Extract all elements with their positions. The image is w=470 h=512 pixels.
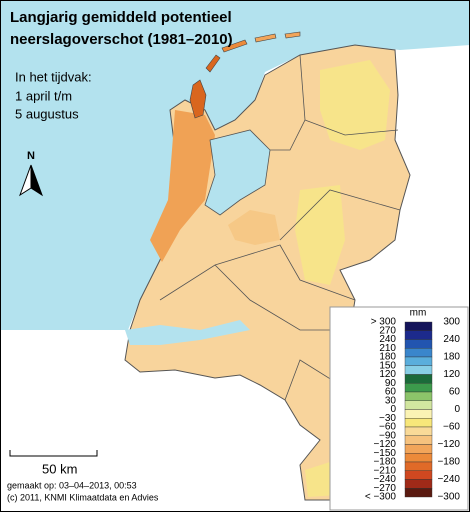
legend-label: −270 (373, 483, 396, 494)
island (205, 54, 221, 73)
delta-water (125, 320, 250, 345)
color-swatch (404, 330, 433, 340)
color-swatch (404, 479, 433, 489)
legend-unit: mm (410, 308, 427, 319)
color-swatch (404, 391, 433, 401)
footer: (c) 2011, KNMI Klimaatdata en Advies (7, 492, 159, 502)
island (221, 39, 248, 53)
legend-label: < −300 (365, 492, 397, 503)
title: Langjarig gemiddeld potentieel (10, 9, 232, 26)
legend-label: 180 (379, 352, 396, 363)
color-swatch (404, 418, 433, 428)
color-swatch (404, 470, 433, 480)
legend-label: −180 (437, 457, 460, 468)
title: neerslagoverschot (1981–2010) (10, 31, 233, 48)
footer: gemaakt op: 03–04–2013, 00:53 (7, 480, 137, 490)
color-swatch (404, 383, 433, 393)
color-swatch (404, 409, 433, 419)
dry-zone (295, 185, 345, 285)
legend-box (329, 306, 469, 511)
legend-label: −300 (437, 492, 460, 503)
legend-label: 30 (385, 395, 397, 406)
legend-label: 120 (443, 369, 460, 380)
color-swatch (404, 444, 433, 454)
color-swatch (404, 365, 433, 375)
color-swatch (404, 339, 433, 349)
color-swatch (404, 400, 433, 410)
north-arrow (30, 164, 43, 197)
color-swatch (404, 426, 433, 436)
legend-label: 270 (379, 325, 396, 336)
period: 5 augustus (15, 106, 79, 121)
coastal-zone (150, 110, 215, 262)
legend-label: 0 (390, 404, 396, 415)
legend-label: −210 (373, 465, 396, 476)
legend-label: 210 (379, 343, 396, 354)
legend-label: −30 (379, 413, 396, 424)
legend-label: −240 (373, 474, 396, 485)
legend-label: −120 (373, 439, 396, 450)
ijsselmeer (204, 129, 271, 216)
legend-label: 120 (379, 369, 396, 380)
flevoland (228, 210, 280, 245)
legend-label: 300 (443, 317, 460, 328)
legend-label: 240 (443, 334, 460, 345)
color-swatch (404, 461, 433, 471)
legend-label: 240 (379, 334, 396, 345)
sea (0, 0, 470, 330)
legend-label: −240 (437, 474, 460, 485)
legend-label: 90 (385, 378, 397, 389)
color-swatch (404, 321, 433, 331)
legend-label: 180 (443, 352, 460, 363)
color-swatch (404, 435, 433, 445)
north-label: N (27, 150, 35, 162)
period: 1 april t/m (15, 88, 72, 103)
legend-label: 60 (449, 387, 461, 398)
legend-label: −60 (443, 422, 460, 433)
color-swatch (404, 348, 433, 358)
legend-label: −120 (437, 439, 460, 450)
legend-label: −90 (379, 430, 396, 441)
island (254, 33, 277, 43)
legend-label: 150 (379, 360, 396, 371)
legend-label: −60 (379, 422, 396, 433)
color-swatch (404, 488, 433, 498)
scale-bar (9, 450, 98, 457)
legend-label: 60 (385, 387, 397, 398)
legend-label: −150 (373, 448, 396, 459)
province-borders (159, 54, 401, 401)
legend-label: −180 (373, 457, 396, 468)
legend-label: 0 (454, 404, 460, 415)
dry-zone (320, 60, 390, 150)
scale-label: 50 km (42, 461, 77, 476)
island (189, 79, 207, 119)
color-swatch (404, 453, 433, 463)
color-swatch (404, 356, 433, 366)
legend-label: > 300 (371, 317, 397, 328)
island (284, 31, 301, 39)
period: In het tijdvak: (15, 69, 92, 84)
color-swatch (404, 374, 433, 384)
